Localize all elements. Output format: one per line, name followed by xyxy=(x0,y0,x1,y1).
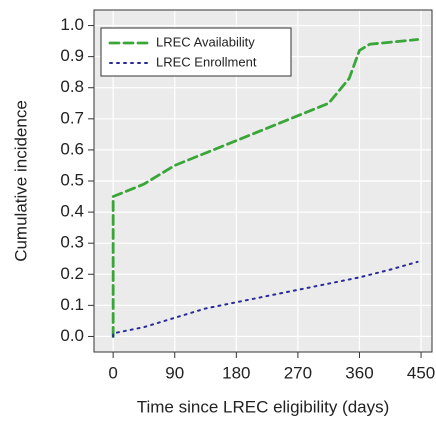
y-tick-label: 0.2 xyxy=(60,264,84,283)
x-axis-label: Time since LREC eligibility (days) xyxy=(137,397,390,416)
legend-box xyxy=(100,27,292,77)
axes: 0 90 180 270 360 450 0.0 0.1 0.2 0.3 0.4 0.5 0.6 0.7 0… xyxy=(60,15,435,382)
x-tick-label: 270 xyxy=(284,363,312,382)
lines xyxy=(111,38,420,338)
y-tick-label: 0.9 xyxy=(60,46,84,65)
legend-label: LREC Enrollment xyxy=(156,54,257,69)
y-tick-label: 1.0 xyxy=(60,15,84,34)
legend: LREC Availability LREC Enrollment xyxy=(108,34,257,69)
y-tick-label: 0.3 xyxy=(60,233,84,252)
line-series xyxy=(111,38,420,338)
x-tick-label: 360 xyxy=(345,363,373,382)
line-series xyxy=(112,260,419,338)
legend-label: LREC Availability xyxy=(156,34,255,49)
y-axis-label: Cumulative incidence xyxy=(11,100,30,262)
x-tick-label: 0 xyxy=(108,363,117,382)
y-tick-label: 0.7 xyxy=(60,108,84,127)
y-tick-label: 0.5 xyxy=(60,170,84,189)
x-tick-label: 180 xyxy=(222,363,250,382)
y-tick-label: 0.6 xyxy=(60,139,84,158)
x-tick-label: 450 xyxy=(407,363,435,382)
y-tick-label: 0.1 xyxy=(60,295,84,314)
y-tick-label: 0.8 xyxy=(60,77,84,96)
x-tick-label: 90 xyxy=(165,363,184,382)
y-tick-label: 0.0 xyxy=(60,326,84,345)
y-tick-label: 0.4 xyxy=(60,202,84,221)
